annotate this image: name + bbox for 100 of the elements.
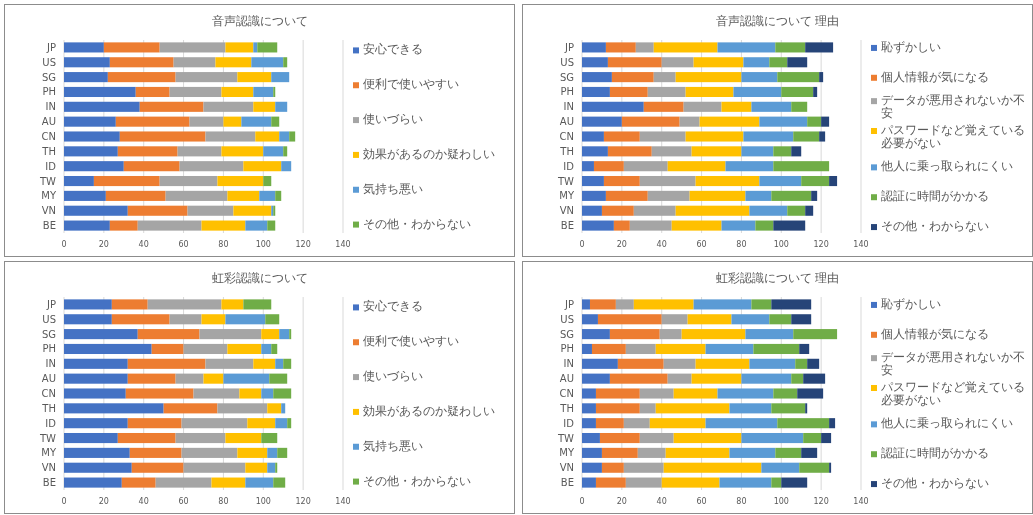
y-tick-label: TH <box>559 402 574 414</box>
y-tick-label: VN <box>41 205 56 217</box>
bar <box>263 175 272 187</box>
bar <box>289 329 292 340</box>
bar <box>659 329 682 340</box>
chart-title: 虹彩認識について 理由 <box>715 271 840 285</box>
bar <box>691 146 742 157</box>
bar <box>675 72 742 83</box>
bar <box>223 116 242 127</box>
bar <box>107 72 176 83</box>
bar <box>609 329 660 340</box>
bar <box>673 432 742 444</box>
bar <box>265 314 280 325</box>
bar <box>582 432 600 444</box>
bar <box>64 57 110 68</box>
bar <box>289 131 296 142</box>
bar <box>775 42 806 53</box>
bar <box>633 205 676 216</box>
legend-label: その他・わからない <box>363 216 471 231</box>
y-tick-label: PH <box>560 343 574 355</box>
bar <box>277 447 288 458</box>
x-tick-label: 120 <box>813 497 829 506</box>
y-tick-label: BE <box>42 220 56 232</box>
y-tick-label: PH <box>42 343 56 355</box>
legend-label: 認証に時間がかかる <box>881 189 989 204</box>
bar <box>187 205 234 216</box>
legend-label: 便利で使いやすい <box>363 77 459 92</box>
bar <box>241 116 272 127</box>
bar <box>719 477 772 488</box>
bar <box>741 373 792 384</box>
bar <box>691 373 742 384</box>
bar <box>64 86 136 98</box>
bar <box>173 57 216 68</box>
bar <box>791 101 808 112</box>
bar <box>595 477 626 488</box>
bar <box>159 42 226 53</box>
bar <box>582 314 598 325</box>
y-tick-label: AU <box>41 116 56 128</box>
x-tick-label: 0 <box>579 497 585 506</box>
legend-label: その他・わからない <box>363 473 471 488</box>
bar <box>582 116 622 127</box>
bar <box>773 220 806 231</box>
bar <box>117 146 178 157</box>
bar <box>759 175 802 187</box>
bar <box>819 131 826 142</box>
bar <box>582 72 612 83</box>
bar <box>582 220 614 231</box>
bar <box>582 358 618 369</box>
bar <box>111 299 148 310</box>
x-tick-label: 140 <box>335 497 351 506</box>
bar <box>199 329 262 340</box>
bar <box>175 72 238 83</box>
x-tick-label: 40 <box>656 497 667 506</box>
bar <box>685 131 744 142</box>
bar <box>605 42 636 53</box>
bar <box>791 146 802 157</box>
bar <box>221 299 244 310</box>
bar <box>259 190 276 201</box>
y-tick-label: US <box>560 313 574 325</box>
bar <box>582 462 602 473</box>
bar <box>273 477 286 488</box>
bar <box>775 447 802 458</box>
x-tick-label: 60 <box>178 497 189 506</box>
bar <box>787 205 806 216</box>
bar <box>261 388 274 399</box>
bar <box>799 462 830 473</box>
bar <box>64 418 128 429</box>
x-tick-label: 140 <box>853 497 869 506</box>
bar <box>115 116 190 127</box>
y-tick-label: PH <box>560 86 574 98</box>
bar <box>189 116 224 127</box>
bar <box>117 432 176 444</box>
bar <box>595 388 640 399</box>
legend-label: 個人情報が気になる <box>881 326 989 341</box>
x-tick-label: 80 <box>736 497 747 506</box>
bar <box>64 116 116 127</box>
bar <box>193 388 240 399</box>
bar <box>761 462 800 473</box>
y-tick-label: ID <box>45 417 57 429</box>
legend-label: 個人情報が気になる <box>881 69 989 84</box>
bar <box>743 131 794 142</box>
bar <box>601 447 638 458</box>
bar <box>64 146 118 157</box>
bar <box>159 175 218 187</box>
bar <box>753 343 800 355</box>
bar <box>665 447 730 458</box>
bar <box>803 432 822 444</box>
bar <box>109 220 138 231</box>
bar <box>639 131 686 142</box>
y-tick-label: TW <box>557 175 575 187</box>
bar <box>639 388 674 399</box>
bar <box>273 388 292 399</box>
bar <box>751 101 792 112</box>
bar <box>749 358 796 369</box>
bar <box>667 161 726 172</box>
bar <box>621 116 680 127</box>
bar <box>623 161 668 172</box>
bar <box>593 161 624 172</box>
bar <box>611 72 654 83</box>
bar <box>253 358 276 369</box>
